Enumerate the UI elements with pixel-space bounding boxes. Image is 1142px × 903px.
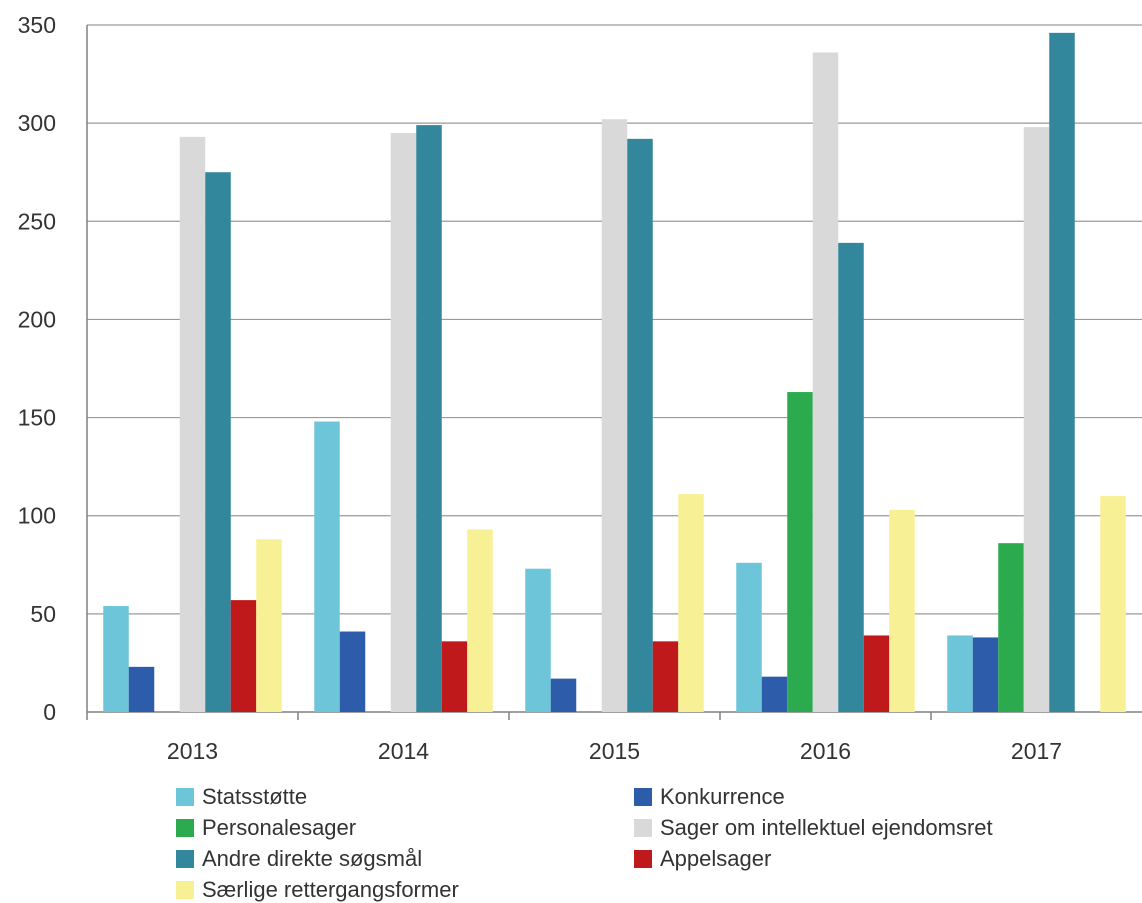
y-tick-label: 150: [18, 405, 56, 431]
bar: [1049, 32, 1075, 712]
bar: [205, 172, 231, 712]
bars: [103, 32, 1126, 713]
bar: [314, 421, 340, 712]
y-axis-ticks: 0 50 100 150 200 250 300 350: [18, 12, 56, 725]
bar: [787, 392, 813, 712]
bar: [947, 635, 973, 712]
bar: [441, 641, 468, 712]
bar: [256, 539, 282, 712]
y-tick-label: 100: [18, 503, 56, 529]
bar: [652, 641, 679, 712]
bar: [627, 138, 653, 713]
bar: [972, 637, 999, 712]
bar: [736, 562, 762, 712]
bar: [889, 509, 915, 712]
bar: [678, 494, 704, 712]
y-tick-label: 200: [18, 306, 56, 332]
bar: [838, 242, 864, 712]
bar: [550, 678, 577, 712]
x-tick-label: 2015: [589, 738, 640, 764]
bar: [128, 666, 155, 712]
bar: [467, 529, 493, 712]
bar: [525, 568, 551, 712]
bar: [1023, 127, 1050, 712]
x-tick-label: 2016: [800, 738, 851, 764]
bar: [1100, 496, 1126, 712]
x-tick-label: 2017: [1011, 738, 1062, 764]
bar: [103, 606, 129, 712]
y-tick-label: 250: [18, 208, 56, 234]
bar: [416, 125, 442, 712]
y-tick-label: 50: [30, 601, 56, 627]
bar: [998, 543, 1024, 712]
x-tick-label: 2014: [378, 738, 429, 764]
bar: [863, 635, 890, 712]
bar: [390, 132, 417, 712]
x-tick-label: 2013: [167, 738, 218, 764]
y-tick-label: 0: [43, 699, 56, 725]
y-tick-label: 300: [18, 110, 56, 136]
bar: [179, 136, 206, 712]
bar: [761, 676, 788, 712]
bar: [230, 600, 257, 712]
x-axis: 2013 2014 2015 2016 2017: [86, 712, 1062, 764]
bar: [339, 631, 366, 712]
bar: [812, 52, 839, 713]
y-tick-label: 350: [18, 12, 56, 38]
bar: [601, 119, 628, 712]
